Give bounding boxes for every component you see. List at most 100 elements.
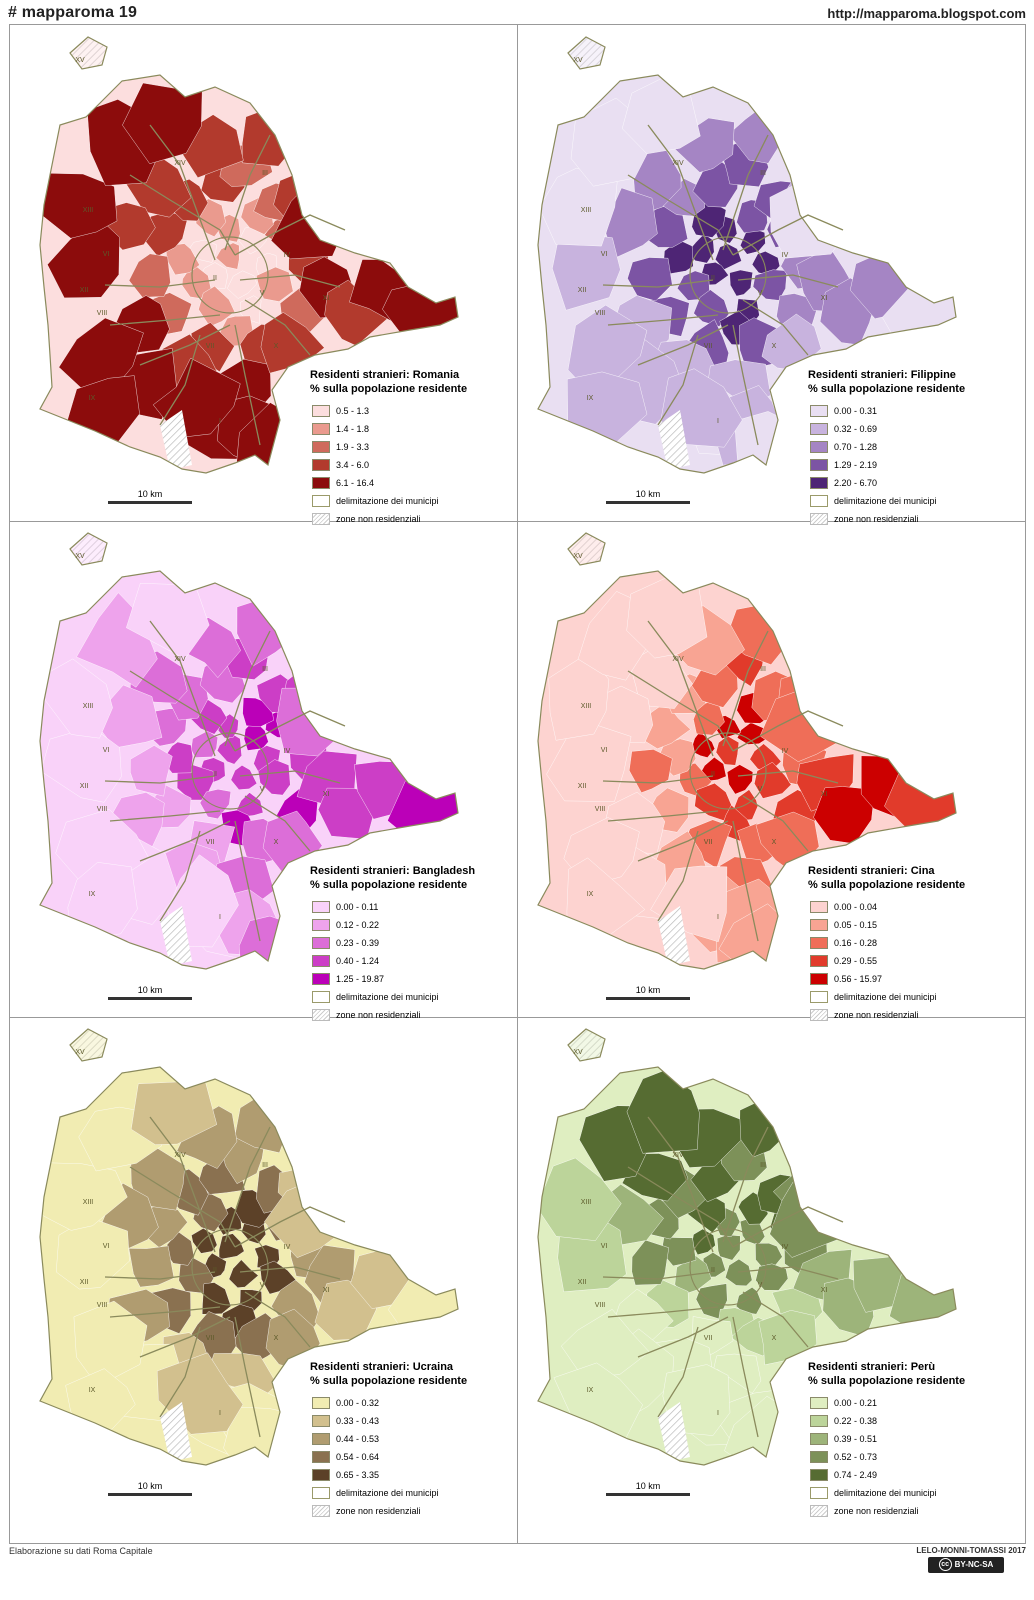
municipio-boundary — [191, 1228, 269, 1306]
legend-swatch — [810, 1397, 828, 1409]
scale-label: 10 km — [137, 489, 163, 499]
legend-class-row: 0.16 - 0.28 — [808, 934, 1008, 952]
municipio-label: V — [260, 1282, 265, 1289]
zone-area — [729, 269, 753, 297]
scale-line — [606, 997, 690, 1000]
legend-label: 0.65 - 3.35 — [336, 1470, 380, 1480]
map-legend: Residenti stranieri: Perù % sulla popolaz… — [808, 1360, 1008, 1520]
municipio-label: I — [717, 914, 719, 921]
municipio-boundary — [689, 732, 767, 810]
legend-class-row: 0.74 - 2.49 — [808, 1466, 1008, 1484]
municipio-label: X — [274, 839, 279, 846]
municipio-boundary — [637, 1316, 729, 1358]
legend-municipi-row: delimitazione dei municipi — [808, 1484, 1008, 1502]
municipio-boundary — [104, 279, 216, 288]
legend-municipi-row: delimitazione dei municipi — [310, 1484, 510, 1502]
zone-area — [715, 735, 740, 766]
legend-swatch — [312, 991, 330, 1003]
municipio-label: XV — [75, 57, 85, 64]
legend-label: zone non residenziali — [834, 514, 919, 524]
zone-area — [40, 726, 122, 803]
legend-nonres-row: zone non residenziali — [310, 510, 510, 528]
municipio-label: XI — [821, 295, 828, 302]
non-residential-zone — [70, 37, 107, 69]
legend-swatch — [312, 1451, 330, 1463]
municipio-label: VI — [601, 1243, 608, 1250]
legend-label: 0.33 - 0.43 — [336, 1416, 380, 1426]
municipio-boundary — [657, 1326, 699, 1418]
municipio-label: III — [262, 1162, 268, 1169]
legend-swatch — [810, 973, 828, 985]
municipio-label: VIII — [97, 1302, 108, 1309]
cc-icon: cc — [938, 1558, 952, 1572]
non-residential-zone — [658, 906, 690, 966]
municipio-boundary — [139, 820, 231, 862]
scale-line — [108, 1493, 192, 1496]
legend-label: 0.29 - 0.55 — [834, 956, 878, 966]
municipio-boundary — [234, 1206, 346, 1248]
legend-swatch — [312, 1505, 330, 1517]
municipio-boundary — [732, 324, 759, 446]
blog-url[interactable]: http://mapparoma.blogspot.com — [827, 6, 1026, 21]
legend-class-row: 0.00 - 0.31 — [808, 402, 1008, 420]
legend-swatch — [810, 901, 828, 913]
municipio-label: XV — [573, 1049, 583, 1056]
zone-area — [694, 782, 733, 821]
map-legend: Residenti stranieri: Ucraina % sulla popo… — [310, 1360, 510, 1520]
legend-swatch — [810, 513, 828, 525]
municipio-label: XV — [75, 553, 85, 560]
municipio-label: IV — [782, 252, 789, 259]
zone-area — [223, 1406, 312, 1465]
legend-swatch — [312, 1397, 330, 1409]
legend-label: 0.54 - 0.64 — [336, 1452, 380, 1462]
municipio-label: XI — [323, 295, 330, 302]
legend-swatch — [312, 441, 330, 453]
municipio-label: IV — [284, 1244, 291, 1251]
municipio-boundary — [244, 299, 311, 356]
legend-class-row: 0.70 - 1.28 — [808, 438, 1008, 456]
municipio-label: II — [213, 1267, 217, 1274]
municipio-boundary — [244, 1291, 311, 1348]
legend-swatch — [312, 901, 330, 913]
municipio-boundary — [602, 775, 714, 784]
municipio-label: I — [219, 418, 221, 425]
municipio-boundary — [722, 1126, 769, 1243]
legend-nonres-row: zone non residenziali — [808, 510, 1008, 528]
municipio-label: III — [760, 170, 766, 177]
legend-class-row: 1.9 - 3.3 — [310, 438, 510, 456]
scale-line — [108, 997, 192, 1000]
municipio-boundary — [191, 732, 269, 810]
legend-title: Residenti stranieri: Romania — [310, 369, 460, 381]
municipio-label: X — [274, 1335, 279, 1342]
municipio-boundary — [159, 830, 201, 922]
municipio-boundary — [722, 134, 769, 251]
legend-title: Residenti stranieri: Perù — [808, 1361, 936, 1373]
municipio-label: II — [213, 771, 217, 778]
zone-area — [726, 764, 754, 795]
scale-label: 10 km — [137, 985, 163, 995]
municipio-label: X — [772, 343, 777, 350]
municipio-boundary — [104, 1271, 216, 1280]
legend-label: delimitazione dei municipi — [834, 1488, 937, 1498]
municipio-label: X — [772, 1335, 777, 1342]
legend-class-row: 0.23 - 0.39 — [310, 934, 510, 952]
non-residential-zone — [568, 37, 605, 69]
zone-area — [257, 759, 291, 796]
legend-subtitle: % sulla popolazione residente — [808, 383, 966, 395]
municipio-label: V — [758, 290, 763, 297]
municipio-label: VI — [601, 747, 608, 754]
legend-label: 0.05 - 0.15 — [834, 920, 878, 930]
municipio-label: I — [219, 914, 221, 921]
legend-label: 2.20 - 6.70 — [834, 478, 878, 488]
scale-line — [108, 501, 192, 504]
municipio-boundary — [737, 274, 839, 288]
municipio-label: IX — [587, 1387, 594, 1394]
legend-swatch — [810, 495, 828, 507]
zone-area — [715, 243, 742, 270]
legend-class-row: 0.44 - 0.53 — [310, 1430, 510, 1448]
municipio-label: XIV — [672, 160, 684, 167]
legend-label: 6.1 - 16.4 — [336, 478, 375, 488]
municipio-label: XIII — [581, 703, 592, 710]
legend-swatch — [312, 1469, 330, 1481]
municipio-boundary — [239, 770, 341, 784]
